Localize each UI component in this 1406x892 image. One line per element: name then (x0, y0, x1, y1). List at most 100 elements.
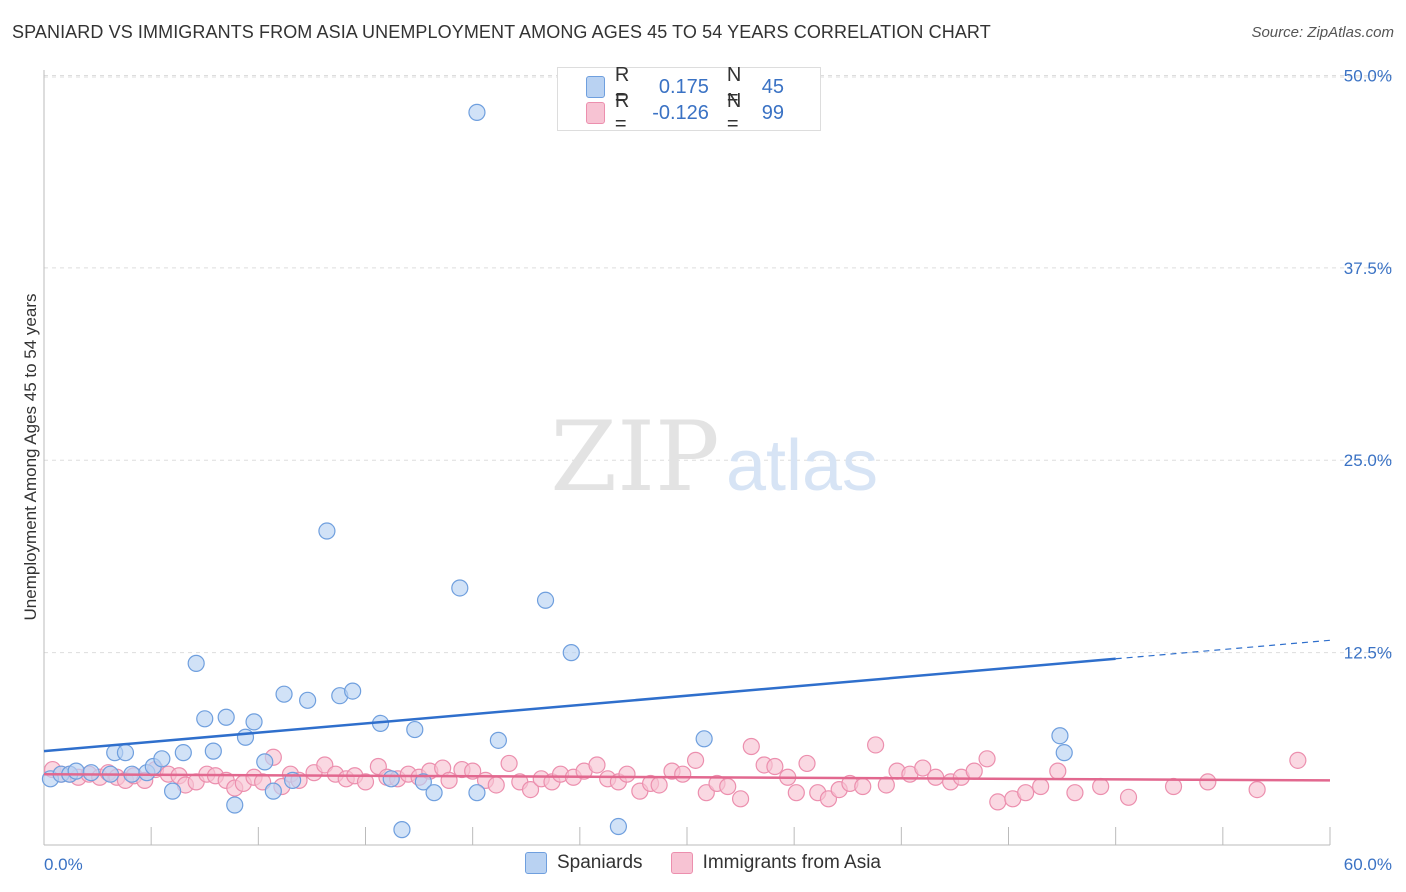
point-asia (978, 750, 996, 768)
point-spaniards (536, 591, 555, 609)
y-tick-label: 50.0% (1344, 66, 1392, 85)
point-asia (1032, 777, 1050, 796)
point-asia (731, 790, 750, 808)
y-tick-label: 37.5% (1344, 259, 1392, 278)
chart-title: SPANIARD VS IMMIGRANTS FROM ASIA UNEMPLO… (12, 22, 991, 42)
legend-swatch-asia (586, 102, 605, 124)
point-asia (1119, 788, 1138, 806)
trend-line-asia (43, 772, 1331, 782)
legend-n-value: 99 (761, 101, 784, 124)
point-asia (487, 776, 505, 794)
legend-swatch-spaniards (586, 76, 605, 98)
point-asia (989, 793, 1007, 811)
point-asia (356, 773, 375, 791)
point-spaniards (382, 770, 400, 788)
point-asia (1164, 777, 1183, 796)
legend-r-label: R = (614, 64, 630, 109)
point-spaniards (695, 730, 713, 748)
correlation-legend: R = 0.175 N = 45 R = -0.126 N = 99 (557, 64, 821, 135)
point-asia (686, 751, 705, 769)
point-asia (787, 784, 805, 802)
y-tick-label: 25.0% (1344, 451, 1392, 470)
legend-swatch-asia (670, 852, 693, 874)
point-spaniards (264, 782, 282, 800)
point-spaniards (406, 720, 424, 739)
trend-lines (43, 639, 1331, 782)
point-asia (500, 754, 518, 773)
point-asia (1199, 773, 1217, 791)
point-spaniards (245, 713, 263, 731)
point-spaniards (609, 817, 628, 836)
point-spaniards (299, 691, 317, 709)
point-spaniards (393, 821, 411, 839)
axes (43, 70, 1331, 846)
point-spaniards (204, 742, 222, 760)
point-spaniards (256, 753, 274, 771)
watermark: ZIP atlas (550, 401, 878, 513)
point-spaniards (344, 682, 362, 700)
point-asia (867, 736, 885, 754)
legend-r-label: R = (614, 90, 630, 135)
point-spaniards (562, 644, 580, 662)
point-spaniards (451, 579, 469, 597)
trend-line-spaniards-projection (1115, 639, 1331, 660)
point-spaniards (82, 764, 100, 782)
point-asia (854, 777, 872, 796)
point-asia (1289, 751, 1307, 769)
point-asia (1092, 777, 1110, 796)
point-spaniards (226, 796, 244, 814)
point-spaniards (196, 710, 214, 728)
legend-swatch-spaniards (525, 852, 547, 874)
grid-layer (44, 74, 1392, 654)
legend-row-spaniards: R = 0.175 N = 45 (586, 64, 821, 109)
source-label: Source: ZipAtlas.com (1251, 24, 1394, 41)
series-legend: Spaniards Immigrants from Asia (0, 852, 1406, 874)
watermark-zip: ZIP (550, 401, 719, 513)
point-spaniards (153, 750, 171, 768)
point-asia (1066, 784, 1084, 802)
point-asia (440, 771, 458, 789)
legend-r-value: 0.175 (658, 75, 709, 98)
legend-n-value: 45 (761, 75, 784, 98)
point-spaniards (174, 744, 192, 762)
y-tick-label: 12.5% (1344, 644, 1392, 663)
y-axis-label: Unemployment Among Ages 45 to 54 years (21, 294, 40, 621)
point-spaniards (217, 708, 235, 726)
point-asia (877, 776, 895, 794)
legend-n-label: N = (726, 90, 742, 135)
point-spaniards (187, 654, 205, 672)
point-asia (742, 737, 760, 756)
point-spaniards (414, 773, 432, 791)
point-asia (798, 754, 816, 773)
legend-row-asia: R = -0.126 N = 99 (586, 90, 821, 135)
legend-n-label: N = (726, 64, 742, 109)
point-asia (588, 756, 606, 774)
point-asia (1248, 780, 1266, 799)
legend-item-spaniards[interactable]: Spaniards (525, 852, 643, 874)
x-tick-label: 0.0% (44, 855, 83, 874)
point-spaniards (489, 731, 507, 749)
point-spaniards (318, 522, 336, 540)
point-asia (650, 776, 668, 794)
point-asia (766, 757, 784, 776)
point-spaniards (236, 728, 255, 746)
legend-r-value: -0.126 (652, 101, 709, 124)
point-asia (914, 759, 932, 777)
legend-item-asia[interactable]: Immigrants from Asia (670, 852, 881, 874)
point-asia (1049, 762, 1067, 780)
point-asia (965, 762, 983, 780)
point-spaniards (164, 782, 182, 800)
watermark-atlas: atlas (726, 426, 878, 506)
point-asia (618, 765, 636, 783)
point-asia (1017, 784, 1035, 802)
point-asia (521, 780, 540, 799)
point-spaniards (275, 685, 293, 703)
point-spaniards (116, 744, 135, 762)
point-spaniards (425, 784, 443, 802)
point-asia (674, 765, 692, 783)
legend-label-asia: Immigrants from Asia (702, 852, 881, 873)
point-spaniards (468, 103, 486, 121)
point-spaniards (468, 784, 486, 802)
trend-line-spaniards (43, 657, 1116, 753)
